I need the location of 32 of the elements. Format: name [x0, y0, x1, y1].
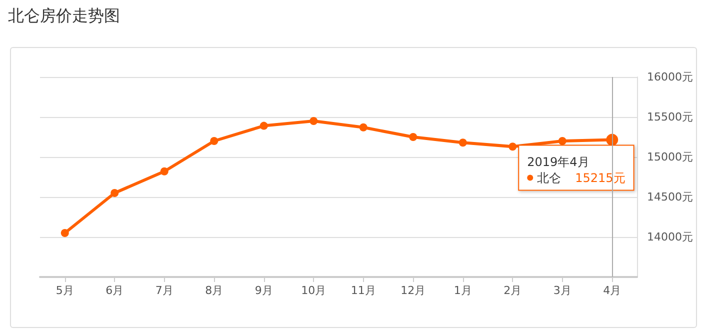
legend-label: 北仑: [537, 170, 562, 185]
x-tick-label: 10月: [301, 284, 326, 297]
x-tick-label: 11月: [350, 284, 376, 297]
point: [409, 133, 418, 141]
point: [160, 167, 168, 176]
x-tick-label: 8月: [205, 284, 224, 297]
point: [260, 122, 268, 130]
y-tick-label: 14500元: [647, 190, 693, 204]
data-label: 15215元: [575, 170, 626, 185]
x-tick-label: 9月: [254, 284, 273, 297]
y-tick-label: 16000元: [647, 70, 693, 84]
point: [508, 142, 517, 151]
annotation: 2019年4月: [527, 154, 590, 169]
chart-title: 北仑房价走势图: [8, 6, 120, 27]
x-tick-label: 2月: [504, 284, 522, 297]
x-tick-label: 7月: [155, 284, 174, 297]
x-tick-label: 6月: [106, 284, 124, 297]
point: [60, 229, 69, 237]
x-tick-label: 5月: [56, 284, 74, 297]
x-tick-label: 3月: [553, 284, 572, 297]
point: [210, 137, 218, 145]
y-tick-label: 14000元: [647, 230, 693, 244]
x-tick-label: 4月: [603, 284, 622, 297]
point: [310, 117, 318, 125]
point: [558, 137, 566, 145]
y-tick-label: 15000元: [647, 150, 693, 164]
x-tick-label: 1月: [454, 284, 472, 297]
y-tick-label: 15500元: [647, 110, 693, 124]
point: [458, 138, 467, 147]
x-tick-label: 12月: [400, 284, 426, 297]
point: [359, 123, 368, 132]
point: [110, 189, 119, 197]
